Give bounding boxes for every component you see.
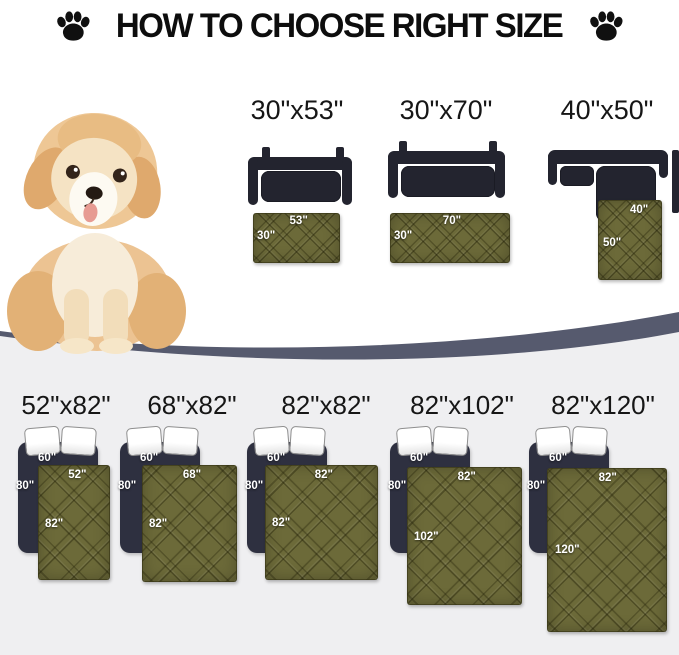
- blanket-illustration: 52" 82": [38, 465, 110, 580]
- bed-length-label: 80": [245, 480, 264, 492]
- sofa-armrest: [248, 158, 258, 205]
- blanket-width-label: 82": [598, 472, 617, 484]
- blanket-length-label: 82": [149, 517, 168, 530]
- blanket-illustration: 82" 102": [407, 467, 522, 605]
- sofa-side-rail: [672, 150, 679, 213]
- blanket-width-label: 68": [182, 469, 202, 481]
- bed-size-title: 82"x102": [410, 390, 514, 420]
- blanket-width-label: 82": [314, 469, 333, 481]
- sofa-armrest: [342, 158, 352, 205]
- bed-size-title: 82"x120": [551, 390, 655, 420]
- pillow-icon: [289, 425, 326, 457]
- bed-length-label: 80": [16, 480, 35, 492]
- blanket-illustration: 68" 82": [142, 465, 237, 582]
- blanket-width-label: 70": [442, 215, 462, 227]
- pillow-icon: [571, 425, 608, 457]
- blanket-illustration: 70" 30": [390, 213, 510, 263]
- bed-length-label: 80": [388, 480, 407, 492]
- bed-size-title: 82"x82": [281, 390, 371, 420]
- blanket-height-label: 50": [603, 237, 622, 249]
- blanket-length-label: 120": [555, 544, 580, 557]
- bed-width-label: 60": [140, 452, 159, 464]
- sofa-leg-icon: [489, 141, 497, 155]
- blanket-length-label: 82": [272, 516, 291, 529]
- blanket-height-label: 30": [257, 230, 276, 242]
- blanket-width-label: 52": [68, 469, 87, 481]
- page-title: HOW TO CHOOSE RIGHT SIZE: [116, 6, 564, 45]
- pillow-icon: [162, 425, 199, 457]
- blanket-height-label: 30": [394, 230, 413, 242]
- bed-width-label: 60": [549, 452, 568, 464]
- sofa-size-title: 30"x53": [250, 95, 344, 125]
- blanket-illustration: 40" 50": [598, 200, 662, 280]
- sofa-cushion: [261, 171, 341, 202]
- sofa-size-title: 30"x70": [399, 95, 493, 125]
- sofa-armrest: [495, 152, 505, 198]
- puppy-illustration: [7, 112, 186, 354]
- sofa-leg-icon: [262, 147, 270, 161]
- bed-width-label: 60": [38, 452, 57, 464]
- sofa-armrest: [548, 152, 557, 185]
- sofa-backrest: [388, 151, 505, 164]
- header: HOW TO CHOOSE RIGHT SIZE: [0, 0, 679, 52]
- blanket-width-label: 82": [457, 471, 476, 483]
- blanket-illustration: 53" 30": [253, 213, 340, 263]
- paw-icon: [589, 10, 623, 41]
- bed-length-label: 80": [118, 480, 137, 492]
- sofa-backrest: [548, 150, 668, 164]
- sofa-armrest: [388, 152, 398, 198]
- paw-icon: [57, 10, 90, 41]
- bed-width-label: 60": [267, 452, 286, 464]
- bed-width-label: 60": [410, 452, 429, 464]
- sofa-cushion: [560, 166, 594, 186]
- pillow-icon: [432, 425, 469, 457]
- sofa-armrest: [659, 152, 668, 178]
- blanket-width-label: 40": [630, 204, 649, 216]
- sofa-size-title: 40"x50": [560, 95, 654, 125]
- sofa-cushion: [401, 166, 495, 197]
- blanket-width-label: 53": [289, 215, 308, 227]
- sofa-leg-icon: [336, 147, 344, 161]
- bed-size-title: 52"x82": [21, 390, 111, 420]
- blanket-illustration: 82" 120": [547, 468, 667, 632]
- bed-length-label: 80": [527, 480, 546, 492]
- pillow-icon: [60, 425, 97, 457]
- blanket-illustration: 82" 82": [265, 465, 378, 580]
- sofa-backrest: [248, 157, 352, 170]
- bed-size-title: 68"x82": [147, 390, 237, 420]
- blanket-length-label: 82": [45, 518, 64, 531]
- divider-swoosh: [0, 312, 679, 400]
- blanket-length-label: 102": [414, 530, 439, 543]
- sofa-leg-icon: [399, 141, 407, 155]
